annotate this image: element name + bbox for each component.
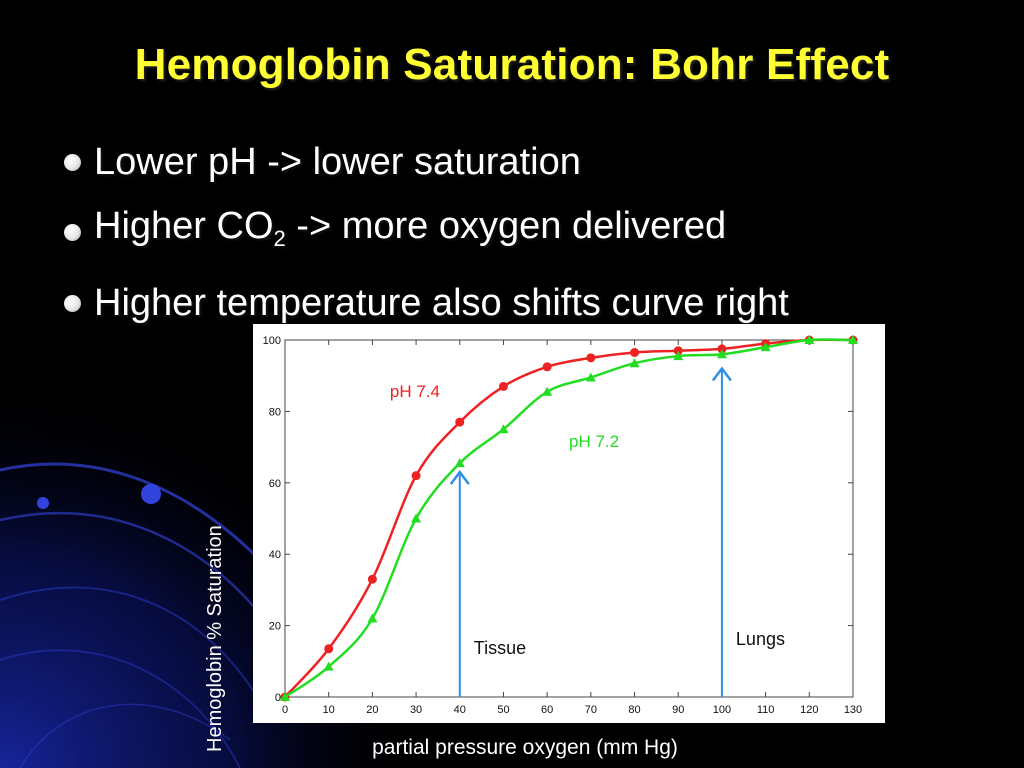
data-point [324,644,334,654]
bullet-text: Higher temperature also shifts curve rig… [94,282,789,324]
data-point [586,353,596,363]
bullet-text-before: Higher CO [94,205,274,247]
series-line-1 [284,338,854,699]
y-tick-label: 100 [263,335,281,347]
x-tick-label: 100 [713,704,731,716]
chart-panel: 0 20 40 60 80 100 0 10 20 30 40 50 60 70 80 90 100 110 120… [253,324,885,723]
x-tick-label: 10 [323,704,335,716]
data-point [454,458,465,468]
annotation-label-lungs: Lungs [736,629,785,649]
y-tick-label: 80 [269,406,281,418]
data-point [717,344,727,354]
bullet-item: Lower pH -> lower saturation [60,130,789,194]
data-point [542,362,552,372]
data-point [630,347,640,357]
data-point [323,661,334,671]
x-tick-label: 90 [672,704,684,716]
slide-title: Hemoglobin Saturation: Bohr Effect [134,40,890,89]
bullet-subscript: 2 [273,226,286,251]
bullet-dot-icon [64,153,81,171]
x-tick-label: 20 [366,704,378,716]
x-tick-label: 60 [541,704,553,716]
data-point [411,513,422,523]
x-tick-label: 40 [454,704,466,716]
bullet-text-after: -> more oxygen delivered [285,205,727,247]
data-point [716,349,727,359]
data-point [455,417,465,427]
bullet-text: Higher CO2 -> more oxygen delivered [94,194,726,271]
y-tick-label: 60 [269,478,281,490]
data-point [804,335,815,344]
data-point [629,358,640,368]
y-tick-label: 40 [269,549,281,561]
bullet-text: Lower pH -> lower saturation [94,141,581,183]
bullet-dot-icon [64,294,81,312]
annotation-arrowhead-icon [711,366,732,382]
annotation-label-tissue: Tissue [474,638,526,658]
data-point [498,381,508,391]
y-tick-label: 0 [275,692,281,704]
bullet-dot-icon [64,224,81,241]
data-point [760,342,771,352]
series-label: pH 7.2 [569,432,619,451]
data-point [673,346,683,356]
x-tick-label: 110 [757,704,775,716]
data-point [848,335,858,344]
series-label: pH 7.4 [390,382,440,401]
x-tick-label: 70 [585,704,597,716]
oxygen-dissociation-chart: 0 20 40 60 80 100 0 10 20 30 40 50 60 70 80 90 100 110 120… [263,335,862,716]
data-point [367,613,378,623]
x-tick-label: 0 [282,704,288,716]
data-point [542,386,553,396]
data-point [280,692,290,701]
data-point [673,351,684,361]
x-axis-label: partial pressure oxygen (mm Hg) [372,736,678,759]
data-point [367,574,377,584]
y-axis-label: Hemoglobin % Saturation [204,525,226,752]
x-tick-label: 120 [800,704,818,716]
x-tick-label: 80 [628,704,640,716]
data-point [498,424,509,434]
data-point [411,471,421,481]
data-point [585,372,596,382]
bullet-list: Lower pH -> lower saturation Higher CO2 … [60,130,789,335]
bullet-item: Higher temperature also shifts curve rig… [60,271,789,335]
plot-frame [284,339,854,698]
bullet-item: Higher CO2 -> more oxygen delivered [60,194,789,271]
x-tick-label: 130 [844,704,862,716]
x-tick-label: 30 [410,704,422,716]
y-tick-label: 20 [269,621,281,633]
x-tick-label: 50 [497,704,509,716]
annotation-arrowhead-icon [449,470,470,485]
